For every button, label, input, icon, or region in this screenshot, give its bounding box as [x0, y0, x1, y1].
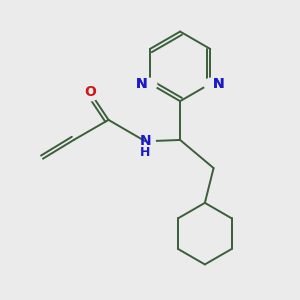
- Text: O: O: [84, 85, 96, 99]
- Text: N: N: [213, 77, 225, 91]
- Text: N: N: [213, 77, 225, 91]
- Text: N: N: [136, 77, 147, 91]
- Text: H: H: [140, 146, 151, 159]
- Text: N: N: [136, 77, 147, 91]
- Text: N: N: [140, 134, 151, 148]
